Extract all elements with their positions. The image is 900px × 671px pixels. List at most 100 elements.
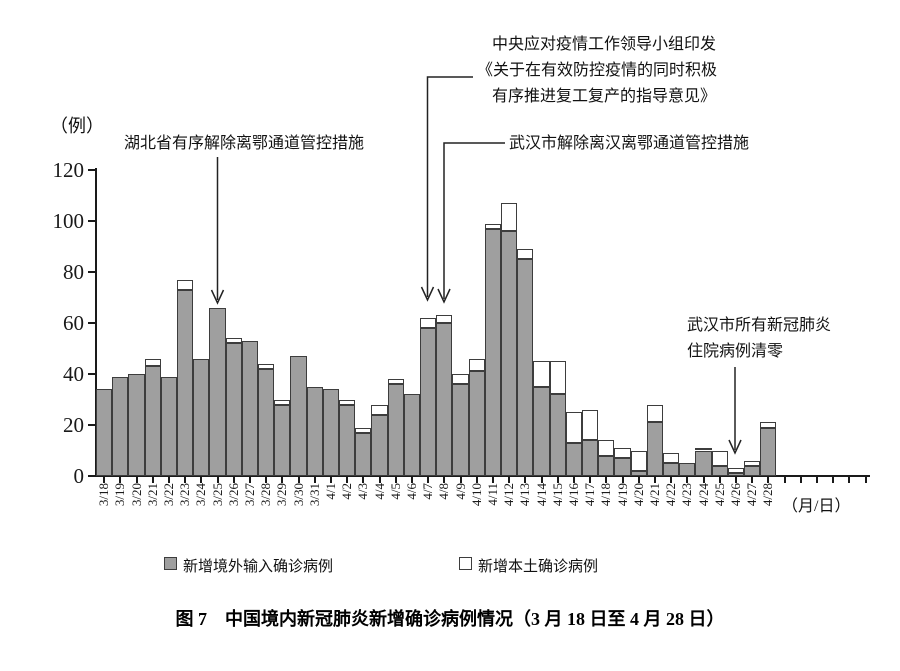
x-tick-mark bbox=[734, 477, 737, 483]
bar-segment-local bbox=[646, 404, 663, 423]
annotation-central-line3: 有序推进复工复产的指导意见》 bbox=[492, 88, 717, 105]
annotation-central-guideline: 中央应对疫情工作领导小组印发 《关于在有效防控疫情的同时积极 有序推进复工复产的… bbox=[477, 32, 717, 110]
bar-segment-imported bbox=[144, 366, 161, 476]
bar-segment-local bbox=[727, 468, 744, 474]
bar-segment-local bbox=[630, 450, 647, 471]
annotation-wuhan-zero-line2: 住院病例清零 bbox=[687, 343, 784, 360]
bar-segment-imported bbox=[582, 440, 599, 476]
x-tick-mark bbox=[572, 477, 575, 483]
bar-segment-imported bbox=[209, 307, 226, 476]
x-tick-mark bbox=[313, 477, 316, 483]
x-tick-mark bbox=[232, 477, 235, 483]
y-axis-unit-label: （例） bbox=[50, 116, 104, 136]
x-tick-mark bbox=[167, 477, 170, 483]
bar-segment-imported bbox=[112, 376, 129, 476]
bar-segment-imported bbox=[468, 371, 485, 476]
x-tick-mark bbox=[670, 477, 673, 483]
x-tick-mark bbox=[151, 477, 154, 483]
x-tick-mark bbox=[410, 477, 413, 483]
bar-segment-local bbox=[177, 279, 194, 290]
x-tick-mark bbox=[459, 477, 462, 483]
bar-segment-imported bbox=[128, 374, 145, 476]
bar-segment-local bbox=[744, 460, 761, 466]
x-tick-mark bbox=[248, 477, 251, 483]
bar-segment-imported bbox=[339, 404, 356, 476]
bar-segment-imported bbox=[630, 470, 647, 476]
bar-segment-imported bbox=[258, 368, 275, 476]
bar-segment-imported bbox=[290, 356, 307, 476]
y-tick-mark bbox=[88, 373, 95, 375]
arrowhead-4-8-icon bbox=[437, 288, 451, 304]
bar-segment-imported bbox=[225, 343, 242, 476]
bar-segment-imported bbox=[614, 458, 631, 476]
bar-segment-imported bbox=[679, 463, 696, 476]
x-tick-mark bbox=[815, 477, 818, 483]
arrow-line-4-7 bbox=[426, 76, 473, 297]
x-tick-mark bbox=[686, 477, 689, 483]
bar-segment-imported bbox=[193, 358, 210, 476]
bar-segment-local bbox=[387, 379, 404, 385]
bar-segment-imported bbox=[387, 384, 404, 476]
x-tick-mark bbox=[637, 477, 640, 483]
legend-local-swatch-icon bbox=[459, 557, 472, 570]
annotation-wuhan-zero: 武汉市所有新冠肺炎 住院病例清零 bbox=[687, 313, 831, 365]
x-tick-mark bbox=[524, 477, 527, 483]
annotation-wuhan-lift: 武汉市解除离汉离鄂通道管控措施 bbox=[509, 135, 750, 152]
y-tick-label: 0 bbox=[73, 464, 85, 488]
figure-caption: 图 7 中国境内新冠肺炎新增确诊病例情况（3 月 18 日至 4 月 28 日） bbox=[175, 609, 725, 629]
x-tick-mark bbox=[443, 477, 446, 483]
bar-segment-imported bbox=[177, 289, 194, 476]
legend-local-label: 新增本土确诊病例 bbox=[478, 559, 599, 575]
x-tick-mark bbox=[378, 477, 381, 483]
bar-segment-local bbox=[452, 374, 469, 385]
x-tick-mark bbox=[702, 477, 705, 483]
x-tick-mark bbox=[508, 477, 511, 483]
bar-segment-local bbox=[663, 453, 680, 464]
legend-imported-swatch-icon bbox=[164, 557, 177, 570]
x-tick-mark bbox=[184, 477, 187, 483]
bar-segment-imported bbox=[501, 231, 518, 476]
x-tick-mark bbox=[783, 477, 786, 483]
bar-segment-imported bbox=[371, 414, 388, 476]
y-tick-mark bbox=[88, 169, 95, 171]
x-tick-mark bbox=[329, 477, 332, 483]
x-tick-mark bbox=[556, 477, 559, 483]
x-tick-mark bbox=[265, 477, 268, 483]
x-axis-line bbox=[95, 475, 870, 477]
y-axis-line bbox=[95, 168, 97, 477]
x-tick-mark bbox=[767, 477, 770, 483]
bar-segment-local bbox=[339, 399, 356, 405]
bar-segment-imported bbox=[598, 455, 615, 476]
bar-segment-local bbox=[565, 412, 582, 443]
x-tick-mark bbox=[799, 477, 802, 483]
bar-segment-imported bbox=[549, 394, 566, 476]
x-tick-mark bbox=[103, 477, 106, 483]
bar-segment-local bbox=[355, 427, 372, 433]
bar-segment-imported bbox=[436, 323, 453, 476]
bar-segment-imported bbox=[241, 340, 258, 476]
bar-segment-imported bbox=[663, 463, 680, 476]
bar-segment-local bbox=[549, 361, 566, 395]
y-tick-label: 120 bbox=[52, 158, 85, 182]
bar-segment-local bbox=[371, 404, 388, 415]
x-tick-mark bbox=[864, 477, 867, 483]
x-axis-unit-label: （月/日） bbox=[782, 498, 851, 515]
bar-segment-imported bbox=[420, 328, 437, 476]
bar-segment-imported bbox=[565, 442, 582, 476]
bar-segment-local bbox=[760, 422, 777, 428]
y-tick-mark bbox=[88, 424, 95, 426]
x-tick-mark bbox=[119, 477, 122, 483]
bar-segment-imported bbox=[452, 384, 469, 476]
y-tick-mark bbox=[88, 475, 95, 477]
x-tick-mark bbox=[621, 477, 624, 483]
bar-segment-imported bbox=[322, 389, 339, 476]
bar-segment-local bbox=[468, 358, 485, 372]
bar-segment-local bbox=[533, 361, 550, 387]
bar-segment-imported bbox=[403, 394, 420, 476]
bar-segment-local bbox=[144, 358, 161, 367]
y-tick-mark bbox=[88, 322, 95, 324]
bar-segment-imported bbox=[160, 376, 177, 476]
bar-segment-imported bbox=[306, 386, 323, 476]
x-tick-mark bbox=[718, 477, 721, 483]
